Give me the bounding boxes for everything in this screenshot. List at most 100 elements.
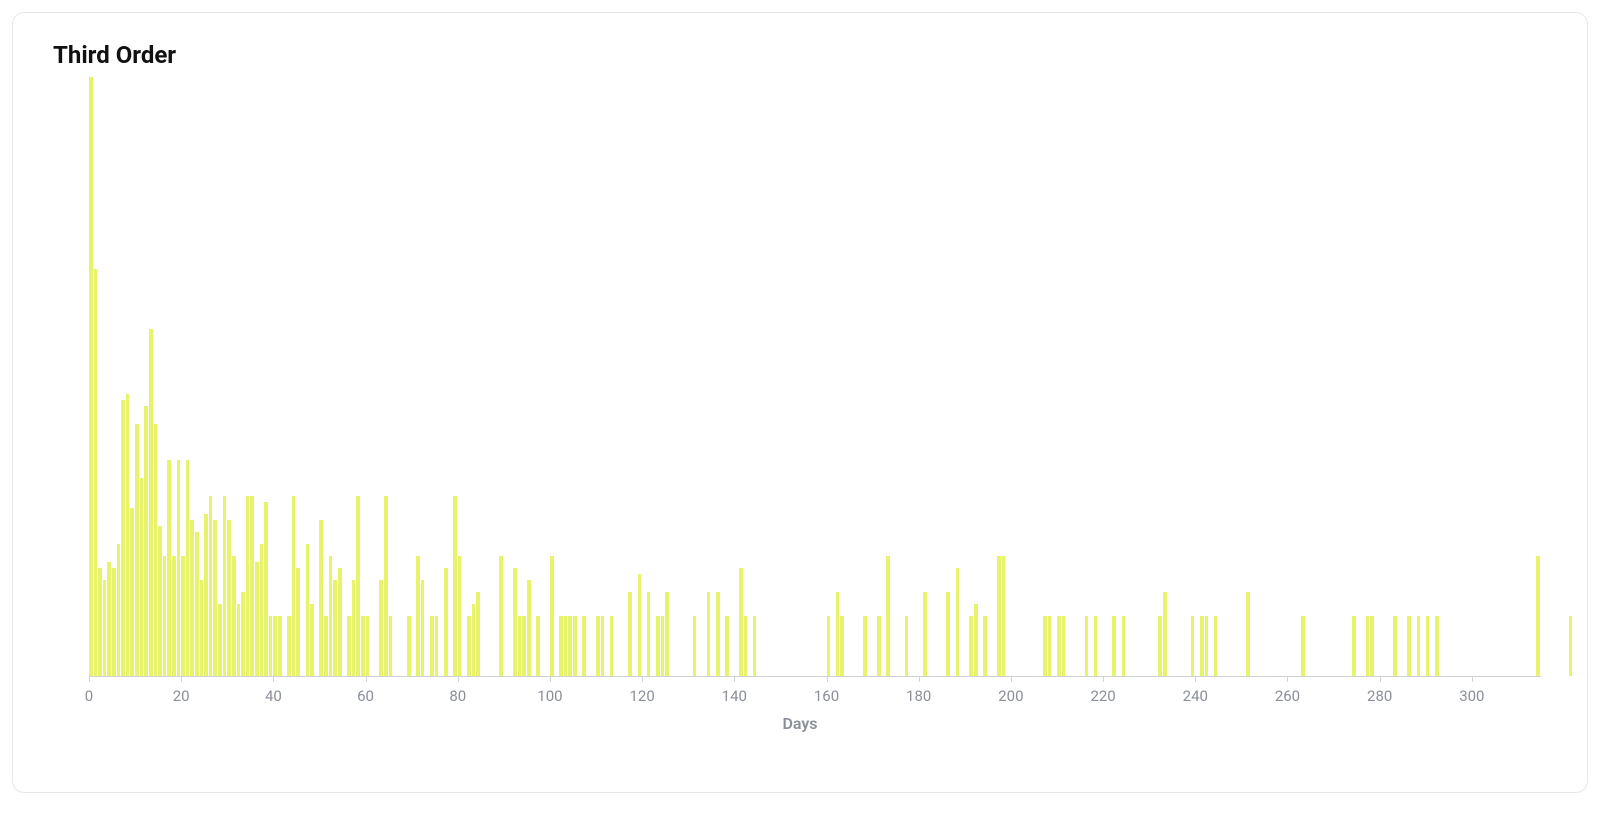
histogram-bar (863, 616, 867, 676)
histogram-bar (430, 616, 434, 676)
histogram-bar (269, 616, 273, 676)
histogram-bar (195, 532, 199, 676)
x-tick-label: 120 (629, 687, 654, 705)
x-tick-label: 200 (998, 687, 1023, 705)
histogram-bar (744, 616, 748, 676)
histogram-bar (997, 556, 1001, 676)
histogram-bar (693, 616, 697, 676)
histogram-bar (573, 616, 577, 676)
x-tick-label: 100 (537, 687, 562, 705)
histogram-bar (177, 460, 181, 676)
histogram-bar (1002, 556, 1006, 676)
histogram-bar (379, 580, 383, 676)
histogram-bar (186, 460, 190, 676)
x-tick-label: 300 (1459, 687, 1484, 705)
histogram-bar (1426, 616, 1430, 676)
histogram-bar (559, 616, 563, 676)
histogram-bar (1536, 556, 1540, 676)
histogram-bar (974, 604, 978, 676)
chart-plot-wrap: 0204060801001201401601802002202402602803… (49, 77, 1551, 737)
histogram-bar (1163, 592, 1167, 676)
histogram-bar (338, 568, 342, 676)
histogram-bar (407, 616, 411, 676)
histogram-bar (1158, 616, 1162, 676)
x-tick-mark (273, 676, 274, 682)
histogram-bar (144, 406, 148, 676)
histogram-bar (582, 616, 586, 676)
histogram-bar (956, 568, 960, 676)
histogram-bar (725, 616, 729, 676)
histogram-bar (227, 520, 231, 676)
histogram-bar (181, 556, 185, 676)
histogram-bar (167, 460, 171, 676)
histogram-bar (518, 616, 522, 676)
x-tick-mark (89, 676, 90, 682)
histogram-bar (190, 520, 194, 676)
histogram-bar (246, 496, 250, 676)
histogram-bar (647, 592, 651, 676)
histogram-bar (218, 604, 222, 676)
histogram-bar (163, 556, 167, 676)
histogram-bar (273, 616, 277, 676)
histogram-bar (665, 592, 669, 676)
x-tick-mark (1103, 676, 1104, 682)
histogram-bar (126, 394, 130, 676)
x-tick-mark (550, 676, 551, 682)
chart-bars (89, 77, 1541, 676)
histogram-bar (1062, 616, 1066, 676)
histogram-bar (905, 616, 909, 676)
histogram-bar (1407, 616, 1411, 676)
histogram-bar (232, 556, 236, 676)
x-tick-mark (1011, 676, 1012, 682)
histogram-bar (98, 568, 102, 676)
histogram-bar (472, 604, 476, 676)
histogram-bar (1200, 616, 1204, 676)
histogram-bar (840, 616, 844, 676)
histogram-bar (444, 568, 448, 676)
chart-card: Third Order 0204060801001201401601802002… (12, 12, 1588, 793)
x-tick-labels: 0204060801001201401601802002202402602803… (89, 687, 1541, 707)
histogram-bar (1191, 616, 1195, 676)
histogram-bar (476, 592, 480, 676)
histogram-bar (103, 580, 107, 676)
histogram-bar (969, 616, 973, 676)
histogram-bar (661, 616, 665, 676)
histogram-bar (94, 269, 98, 676)
histogram-bar (319, 520, 323, 676)
histogram-bar (333, 580, 337, 676)
histogram-bar (753, 616, 757, 676)
histogram-bar (306, 544, 310, 676)
histogram-bar (1301, 616, 1305, 676)
histogram-bar (836, 592, 840, 676)
histogram-bar (213, 520, 217, 676)
x-tick-label: 220 (1090, 687, 1115, 705)
x-tick-label: 240 (1183, 687, 1208, 705)
histogram-bar (154, 424, 158, 676)
histogram-bar (292, 496, 296, 676)
histogram-bar (324, 616, 328, 676)
x-tick-mark (642, 676, 643, 682)
histogram-bar (1085, 616, 1089, 676)
histogram-bar (707, 592, 711, 676)
histogram-bar (366, 616, 370, 676)
histogram-bar (886, 556, 890, 676)
histogram-bar (1417, 616, 1421, 676)
histogram-bar (522, 616, 526, 676)
histogram-bar (568, 616, 572, 676)
histogram-bar (739, 568, 743, 676)
histogram-bar (1122, 616, 1126, 676)
x-tick-mark (1195, 676, 1196, 682)
histogram-bar (172, 556, 176, 676)
x-tick-label: 160 (814, 687, 839, 705)
histogram-bar (140, 478, 144, 676)
histogram-bar (1094, 616, 1098, 676)
histogram-bar (1057, 616, 1061, 676)
histogram-bar (121, 400, 125, 676)
histogram-bar (310, 604, 314, 676)
histogram-bar (596, 616, 600, 676)
histogram-bar (421, 580, 425, 676)
histogram-bar (130, 508, 134, 676)
histogram-bar (1352, 616, 1356, 676)
histogram-bar (946, 592, 950, 676)
histogram-bar (384, 496, 388, 676)
